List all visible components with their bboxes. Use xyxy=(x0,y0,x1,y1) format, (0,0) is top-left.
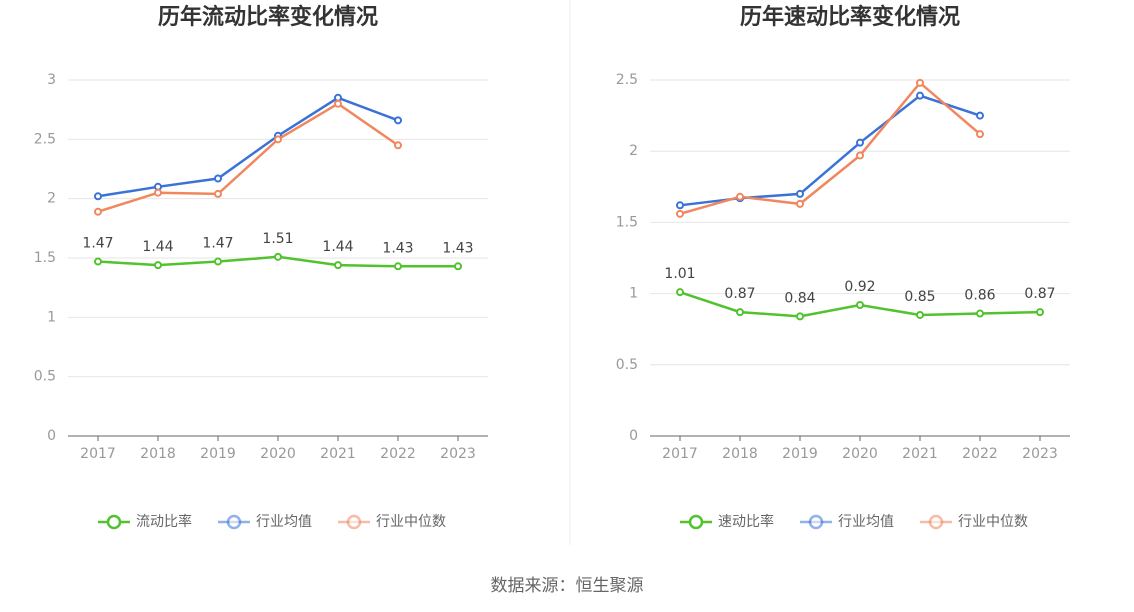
point xyxy=(916,78,924,87)
data-label: 0.87 xyxy=(1024,286,1055,302)
data-label: 0.85 xyxy=(904,289,935,305)
data-label: 1.44 xyxy=(322,239,353,255)
point xyxy=(274,252,282,261)
legend-label: 行业中位数 xyxy=(958,514,1028,530)
point xyxy=(676,209,684,218)
data-label: 1.01 xyxy=(664,266,695,282)
series-line xyxy=(97,102,399,213)
legend-marker xyxy=(688,514,704,530)
point xyxy=(274,135,282,144)
point xyxy=(676,288,684,297)
point xyxy=(856,138,864,147)
x-tick-label: 2017 xyxy=(80,446,116,462)
point xyxy=(976,309,984,318)
y-tick-label: 0.5 xyxy=(34,369,56,385)
legend-label: 行业中位数 xyxy=(376,514,446,530)
point xyxy=(214,189,222,198)
data-label: 0.86 xyxy=(964,288,995,304)
series-line xyxy=(679,81,981,216)
legend-label: 行业均值 xyxy=(256,514,312,530)
point xyxy=(916,91,924,100)
point xyxy=(94,192,102,201)
x-tick-label: 2022 xyxy=(380,446,416,462)
point xyxy=(796,312,804,321)
point xyxy=(394,116,402,125)
point xyxy=(736,308,744,317)
source: 数据来源：恒生聚源 xyxy=(491,576,644,596)
legend-label: 速动比率 xyxy=(718,513,774,530)
data-label: 0.87 xyxy=(724,286,755,302)
x-tick-label: 2023 xyxy=(1022,446,1058,462)
y-tick-label: 2.5 xyxy=(616,72,638,88)
data-label: 0.92 xyxy=(844,279,875,295)
point xyxy=(154,188,162,197)
data-label: 1.51 xyxy=(262,231,293,247)
x-tick-label: 2021 xyxy=(902,446,938,462)
point xyxy=(856,300,864,309)
data-label: 1.47 xyxy=(82,236,113,252)
x-tick-label: 2017 xyxy=(662,446,698,462)
x-tick-label: 2023 xyxy=(440,446,476,462)
x-tick-label: 2020 xyxy=(260,446,296,462)
y-tick-label: 1.5 xyxy=(616,214,638,230)
point xyxy=(676,201,684,210)
data-label: 0.84 xyxy=(784,290,815,306)
point xyxy=(916,310,924,319)
point xyxy=(796,199,804,208)
series-line xyxy=(97,96,399,198)
y-tick-label: 0.5 xyxy=(616,357,638,373)
point xyxy=(976,130,984,139)
chart-title: 历年流动比率变化情况 xyxy=(158,4,378,30)
point xyxy=(796,189,804,198)
point xyxy=(976,111,984,120)
data-label: 1.43 xyxy=(382,240,413,256)
y-tick-label: 2 xyxy=(629,143,638,159)
point xyxy=(394,262,402,271)
y-tick-label: 2.5 xyxy=(34,131,56,147)
x-tick-label: 2021 xyxy=(320,446,356,462)
legend-marker xyxy=(808,514,824,530)
point xyxy=(94,207,102,216)
legend-marker xyxy=(226,514,242,530)
data-label: 1.43 xyxy=(442,240,473,256)
legend-marker xyxy=(106,514,122,530)
chart-title: 历年速动比率变化情况 xyxy=(740,4,960,30)
point xyxy=(736,192,744,201)
point xyxy=(214,257,222,266)
data-label: 1.44 xyxy=(142,239,173,255)
legend-marker xyxy=(928,514,944,530)
y-tick-label: 1.5 xyxy=(34,250,56,266)
point xyxy=(856,151,864,160)
x-tick-label: 2018 xyxy=(722,446,758,462)
legend-marker xyxy=(346,514,362,530)
point xyxy=(334,261,342,270)
x-tick-label: 2022 xyxy=(962,446,998,462)
y-tick-label: 1 xyxy=(629,286,638,302)
point xyxy=(94,257,102,266)
data-label: 1.47 xyxy=(202,236,233,252)
point xyxy=(154,261,162,270)
y-tick-label: 3 xyxy=(47,72,56,88)
y-tick-label: 1 xyxy=(47,309,56,325)
point xyxy=(214,174,222,183)
legend-label: 行业均值 xyxy=(838,514,894,530)
point xyxy=(1036,308,1044,317)
point xyxy=(334,99,342,108)
point xyxy=(454,262,462,271)
legend-label: 流动比率 xyxy=(136,513,192,530)
y-tick-label: 0 xyxy=(629,428,638,444)
point xyxy=(394,141,402,150)
x-tick-label: 2020 xyxy=(842,446,878,462)
x-tick-label: 2018 xyxy=(140,446,176,462)
y-tick-label: 2 xyxy=(47,191,56,207)
y-tick-label: 0 xyxy=(47,428,56,444)
x-tick-label: 2019 xyxy=(782,446,818,462)
x-tick-label: 2019 xyxy=(200,446,236,462)
